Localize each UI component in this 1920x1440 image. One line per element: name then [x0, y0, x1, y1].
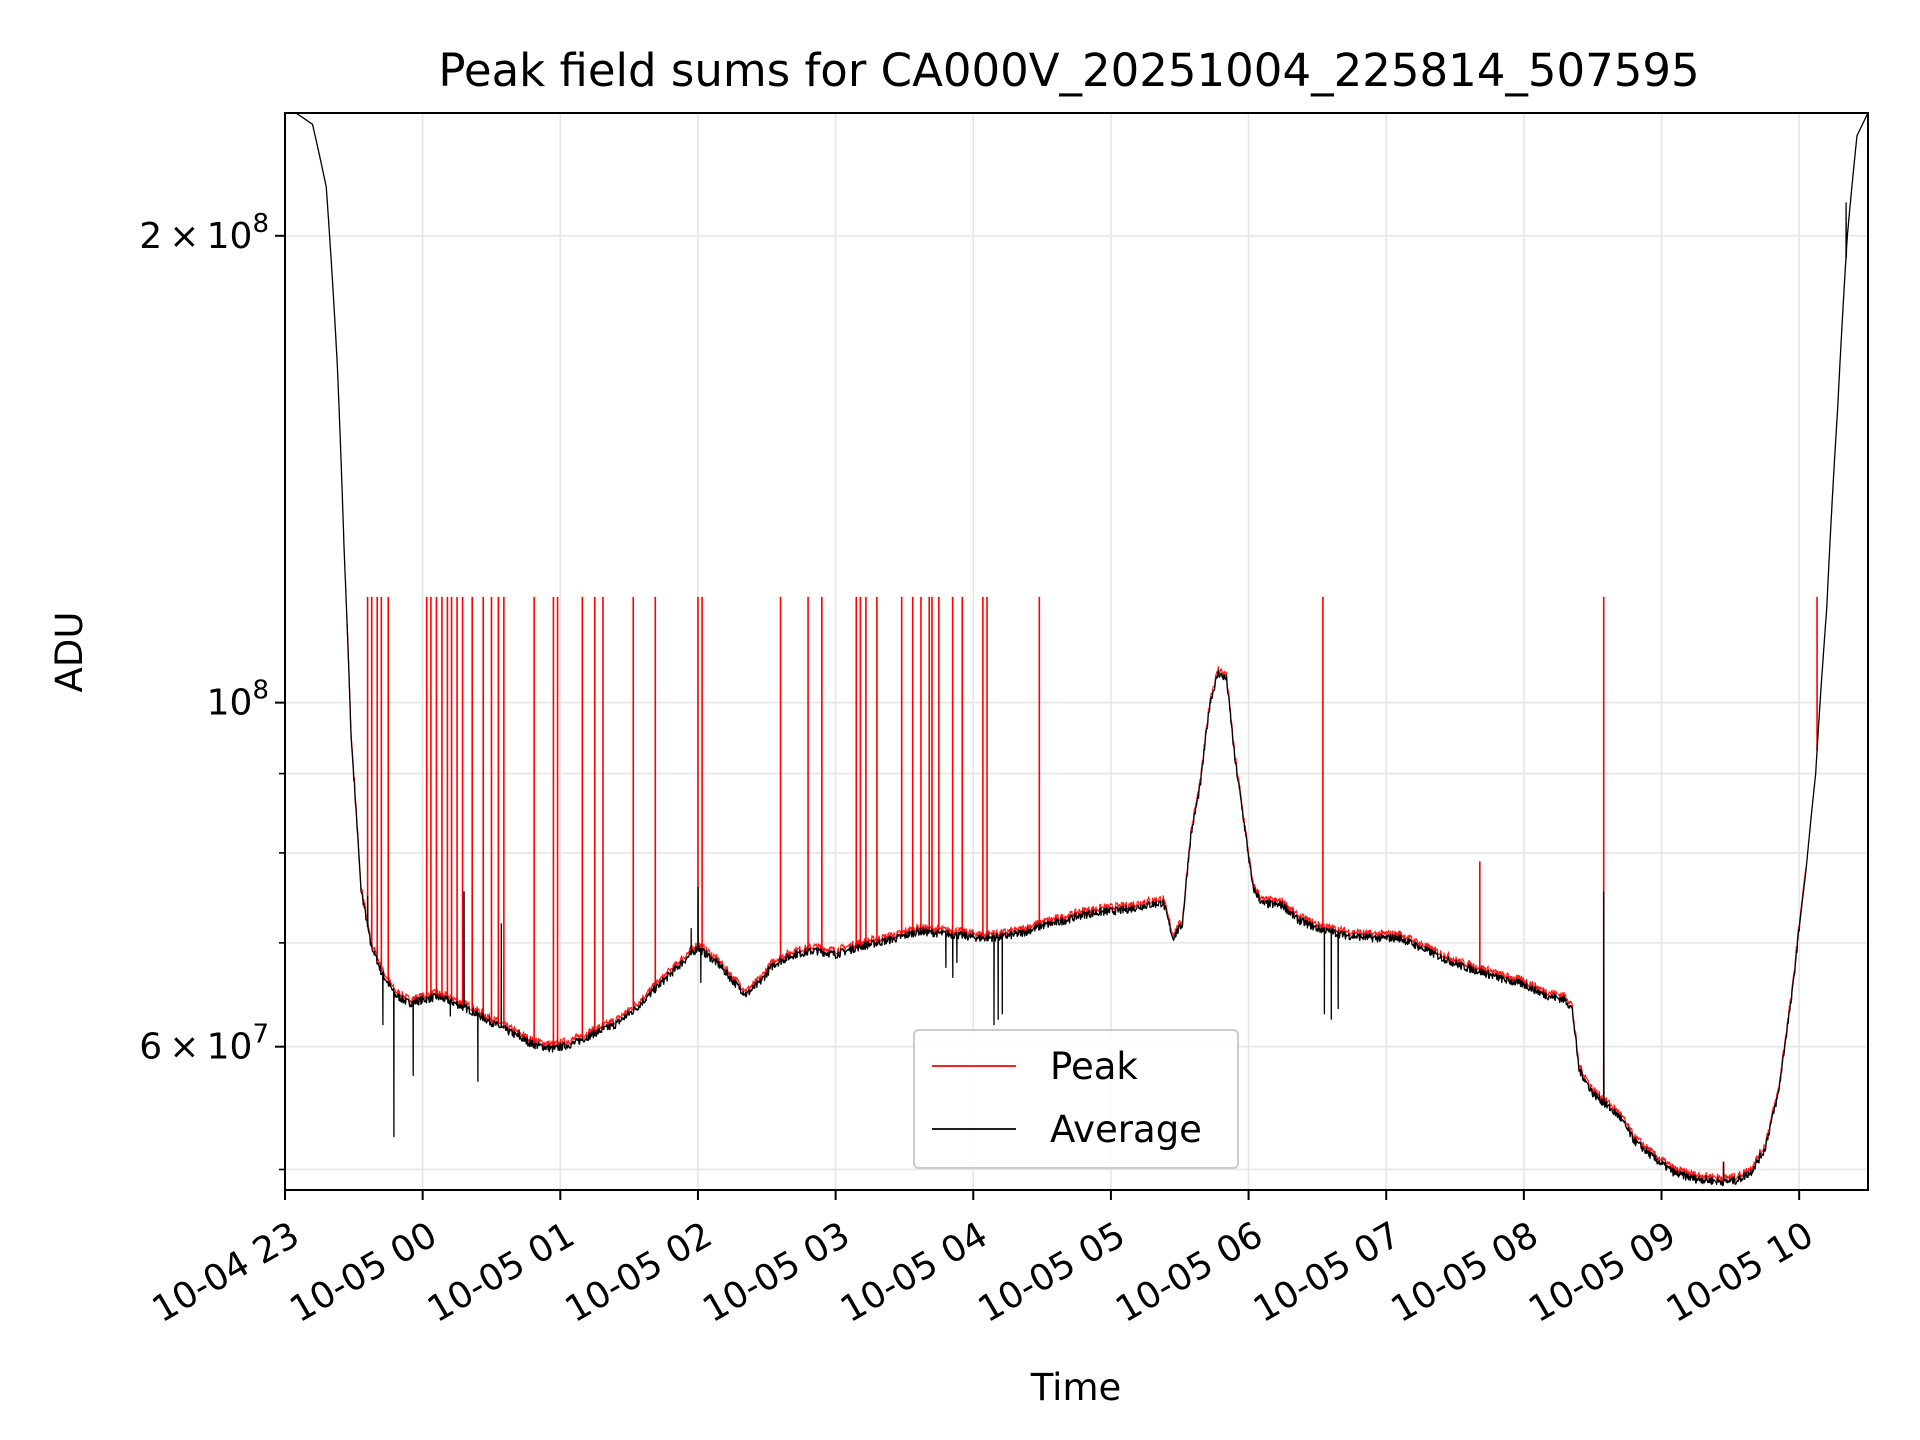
- grid: [284, 113, 1868, 1190]
- y-tick-label: 108: [207, 676, 269, 724]
- legend: Peak Average: [913, 1029, 1239, 1169]
- y-tick-label: 2 × 108: [139, 209, 269, 257]
- x-axis-label: Time: [1030, 1366, 1122, 1409]
- chart-title: Peak field sums for CA000V_20251004_2258…: [438, 44, 1699, 97]
- legend-peak-label: Peak: [1050, 1045, 1138, 1088]
- series-average: [284, 112, 1869, 1187]
- legend-box: [913, 1029, 1239, 1169]
- legend-average-label: Average: [1050, 1108, 1202, 1151]
- average-line: [284, 112, 1869, 1187]
- plot-frame: [284, 112, 1869, 1191]
- peak-line: [346, 623, 1807, 1183]
- y-tick-label: 6 × 107: [139, 1020, 269, 1068]
- y-axis-label: ADU: [48, 612, 91, 693]
